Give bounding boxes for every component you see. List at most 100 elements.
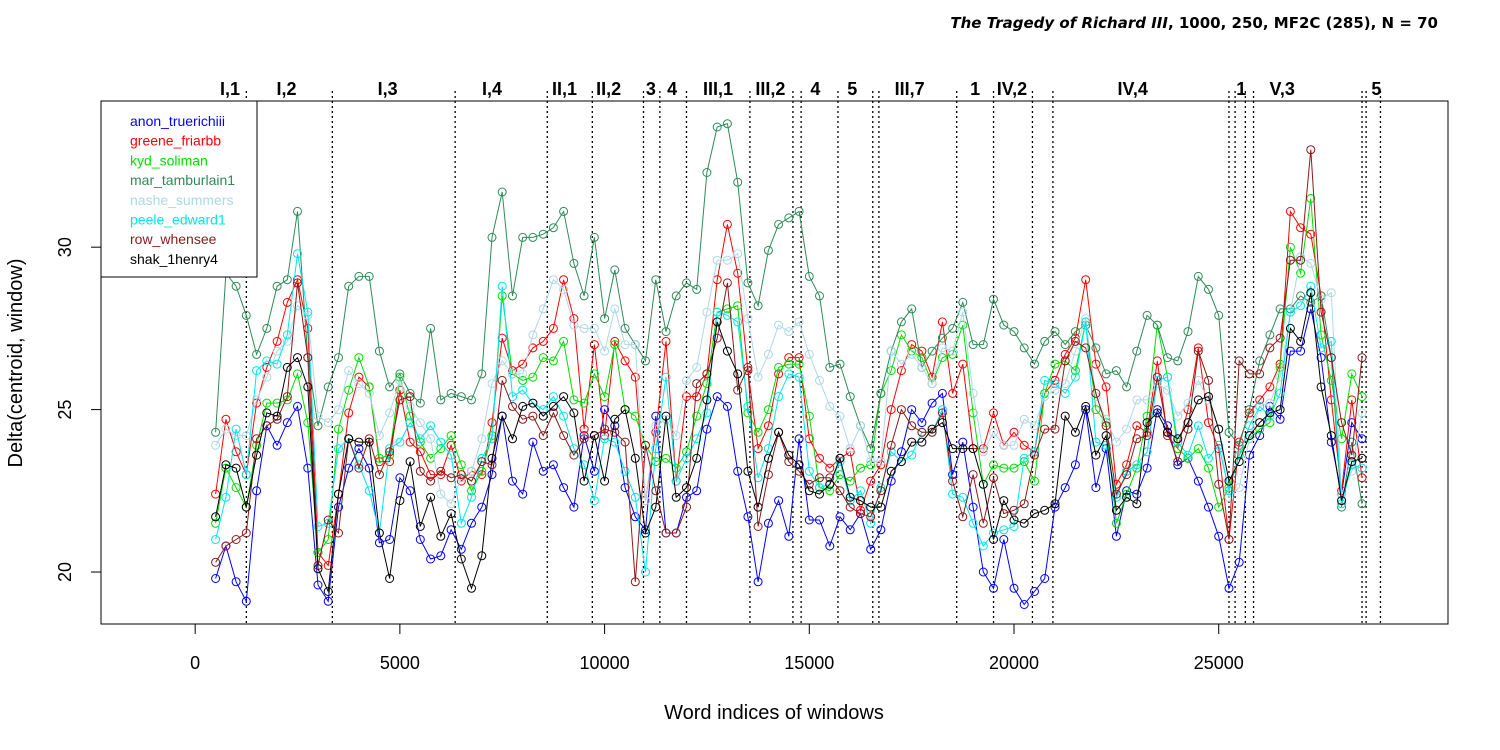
data-point [1306, 194, 1316, 203]
data-point [262, 323, 272, 333]
data-point [467, 518, 476, 528]
data-point [804, 515, 814, 525]
data-point [661, 528, 671, 538]
data-point [937, 343, 947, 353]
data-point [395, 437, 405, 447]
series-mar_tamburlain1 [211, 119, 1367, 512]
data-point [272, 359, 282, 369]
y-axis-label: Delta(centroid, window) [5, 259, 27, 468]
data-point [467, 466, 476, 476]
data-point [948, 444, 958, 454]
data-point [272, 281, 282, 291]
data-point [917, 418, 927, 428]
data-point [794, 466, 804, 476]
data-point [937, 317, 947, 327]
data-point [1142, 418, 1152, 428]
data-point [405, 401, 415, 411]
data-point [1050, 424, 1060, 434]
data-point [1347, 369, 1357, 379]
data-point [1204, 284, 1213, 294]
data-point [1275, 414, 1285, 424]
data-point [282, 330, 292, 340]
data-point [344, 408, 354, 418]
data-point [1142, 463, 1152, 473]
data-point [722, 255, 732, 265]
data-point [804, 486, 814, 496]
data-point [1091, 343, 1101, 353]
data-point [508, 291, 517, 301]
data-point [589, 340, 599, 350]
data-point [1204, 453, 1213, 463]
data-point [1152, 375, 1162, 385]
data-point [395, 473, 405, 483]
data-point [999, 509, 1009, 519]
data-point [866, 476, 876, 486]
data-point [1193, 346, 1203, 356]
data-point [774, 427, 784, 437]
data-point [252, 349, 262, 359]
data-point [497, 281, 507, 291]
data-point [856, 486, 865, 496]
data-point [446, 473, 456, 483]
data-point [272, 346, 282, 356]
data-point [968, 408, 978, 418]
data-point [559, 284, 569, 294]
data-point [456, 470, 466, 480]
data-point [774, 392, 784, 402]
data-point [354, 437, 364, 447]
data-point [682, 502, 691, 512]
data-point [896, 457, 906, 467]
data-point [794, 434, 804, 444]
data-point [641, 356, 650, 366]
data-point [989, 473, 998, 483]
data-point [1357, 408, 1367, 418]
data-point [989, 408, 998, 418]
data-point [1285, 323, 1295, 333]
data-point [948, 323, 958, 333]
data-point [497, 356, 507, 366]
data-point [886, 466, 896, 476]
data-point [907, 405, 917, 415]
data-point [1132, 489, 1142, 499]
data-point [835, 453, 845, 463]
data-point [293, 249, 302, 259]
data-point [1091, 483, 1101, 493]
scene-label: II,2 [596, 79, 621, 99]
data-point [1347, 418, 1357, 428]
data-point [1265, 398, 1275, 408]
data-point [559, 275, 569, 285]
data-point [1326, 288, 1336, 298]
data-point [978, 340, 988, 350]
data-point [497, 375, 507, 385]
data-point [385, 574, 395, 583]
data-point [518, 489, 528, 499]
data-point [262, 372, 272, 382]
data-point [1224, 583, 1234, 593]
data-point [456, 392, 466, 402]
data-point [856, 421, 865, 431]
data-point [1234, 557, 1244, 567]
data-point [528, 437, 538, 447]
data-point [1214, 310, 1224, 320]
data-point [426, 421, 436, 431]
data-point [1183, 327, 1193, 337]
scene-label: 5 [1371, 79, 1381, 99]
data-point [1030, 476, 1039, 486]
data-point [1050, 327, 1060, 337]
legend-entry: mar_tamburlain1 [130, 172, 235, 188]
data-point [876, 457, 886, 467]
data-point [579, 434, 589, 444]
data-point [1142, 427, 1152, 437]
data-point [937, 388, 947, 398]
data-point [978, 479, 988, 489]
data-point [426, 476, 436, 486]
data-point [753, 372, 763, 382]
data-point [334, 353, 343, 363]
data-point [1193, 421, 1203, 431]
data-point [1285, 346, 1295, 356]
data-point [927, 424, 937, 434]
data-point [1296, 291, 1306, 301]
data-point [385, 447, 395, 457]
data-point [1244, 369, 1254, 379]
